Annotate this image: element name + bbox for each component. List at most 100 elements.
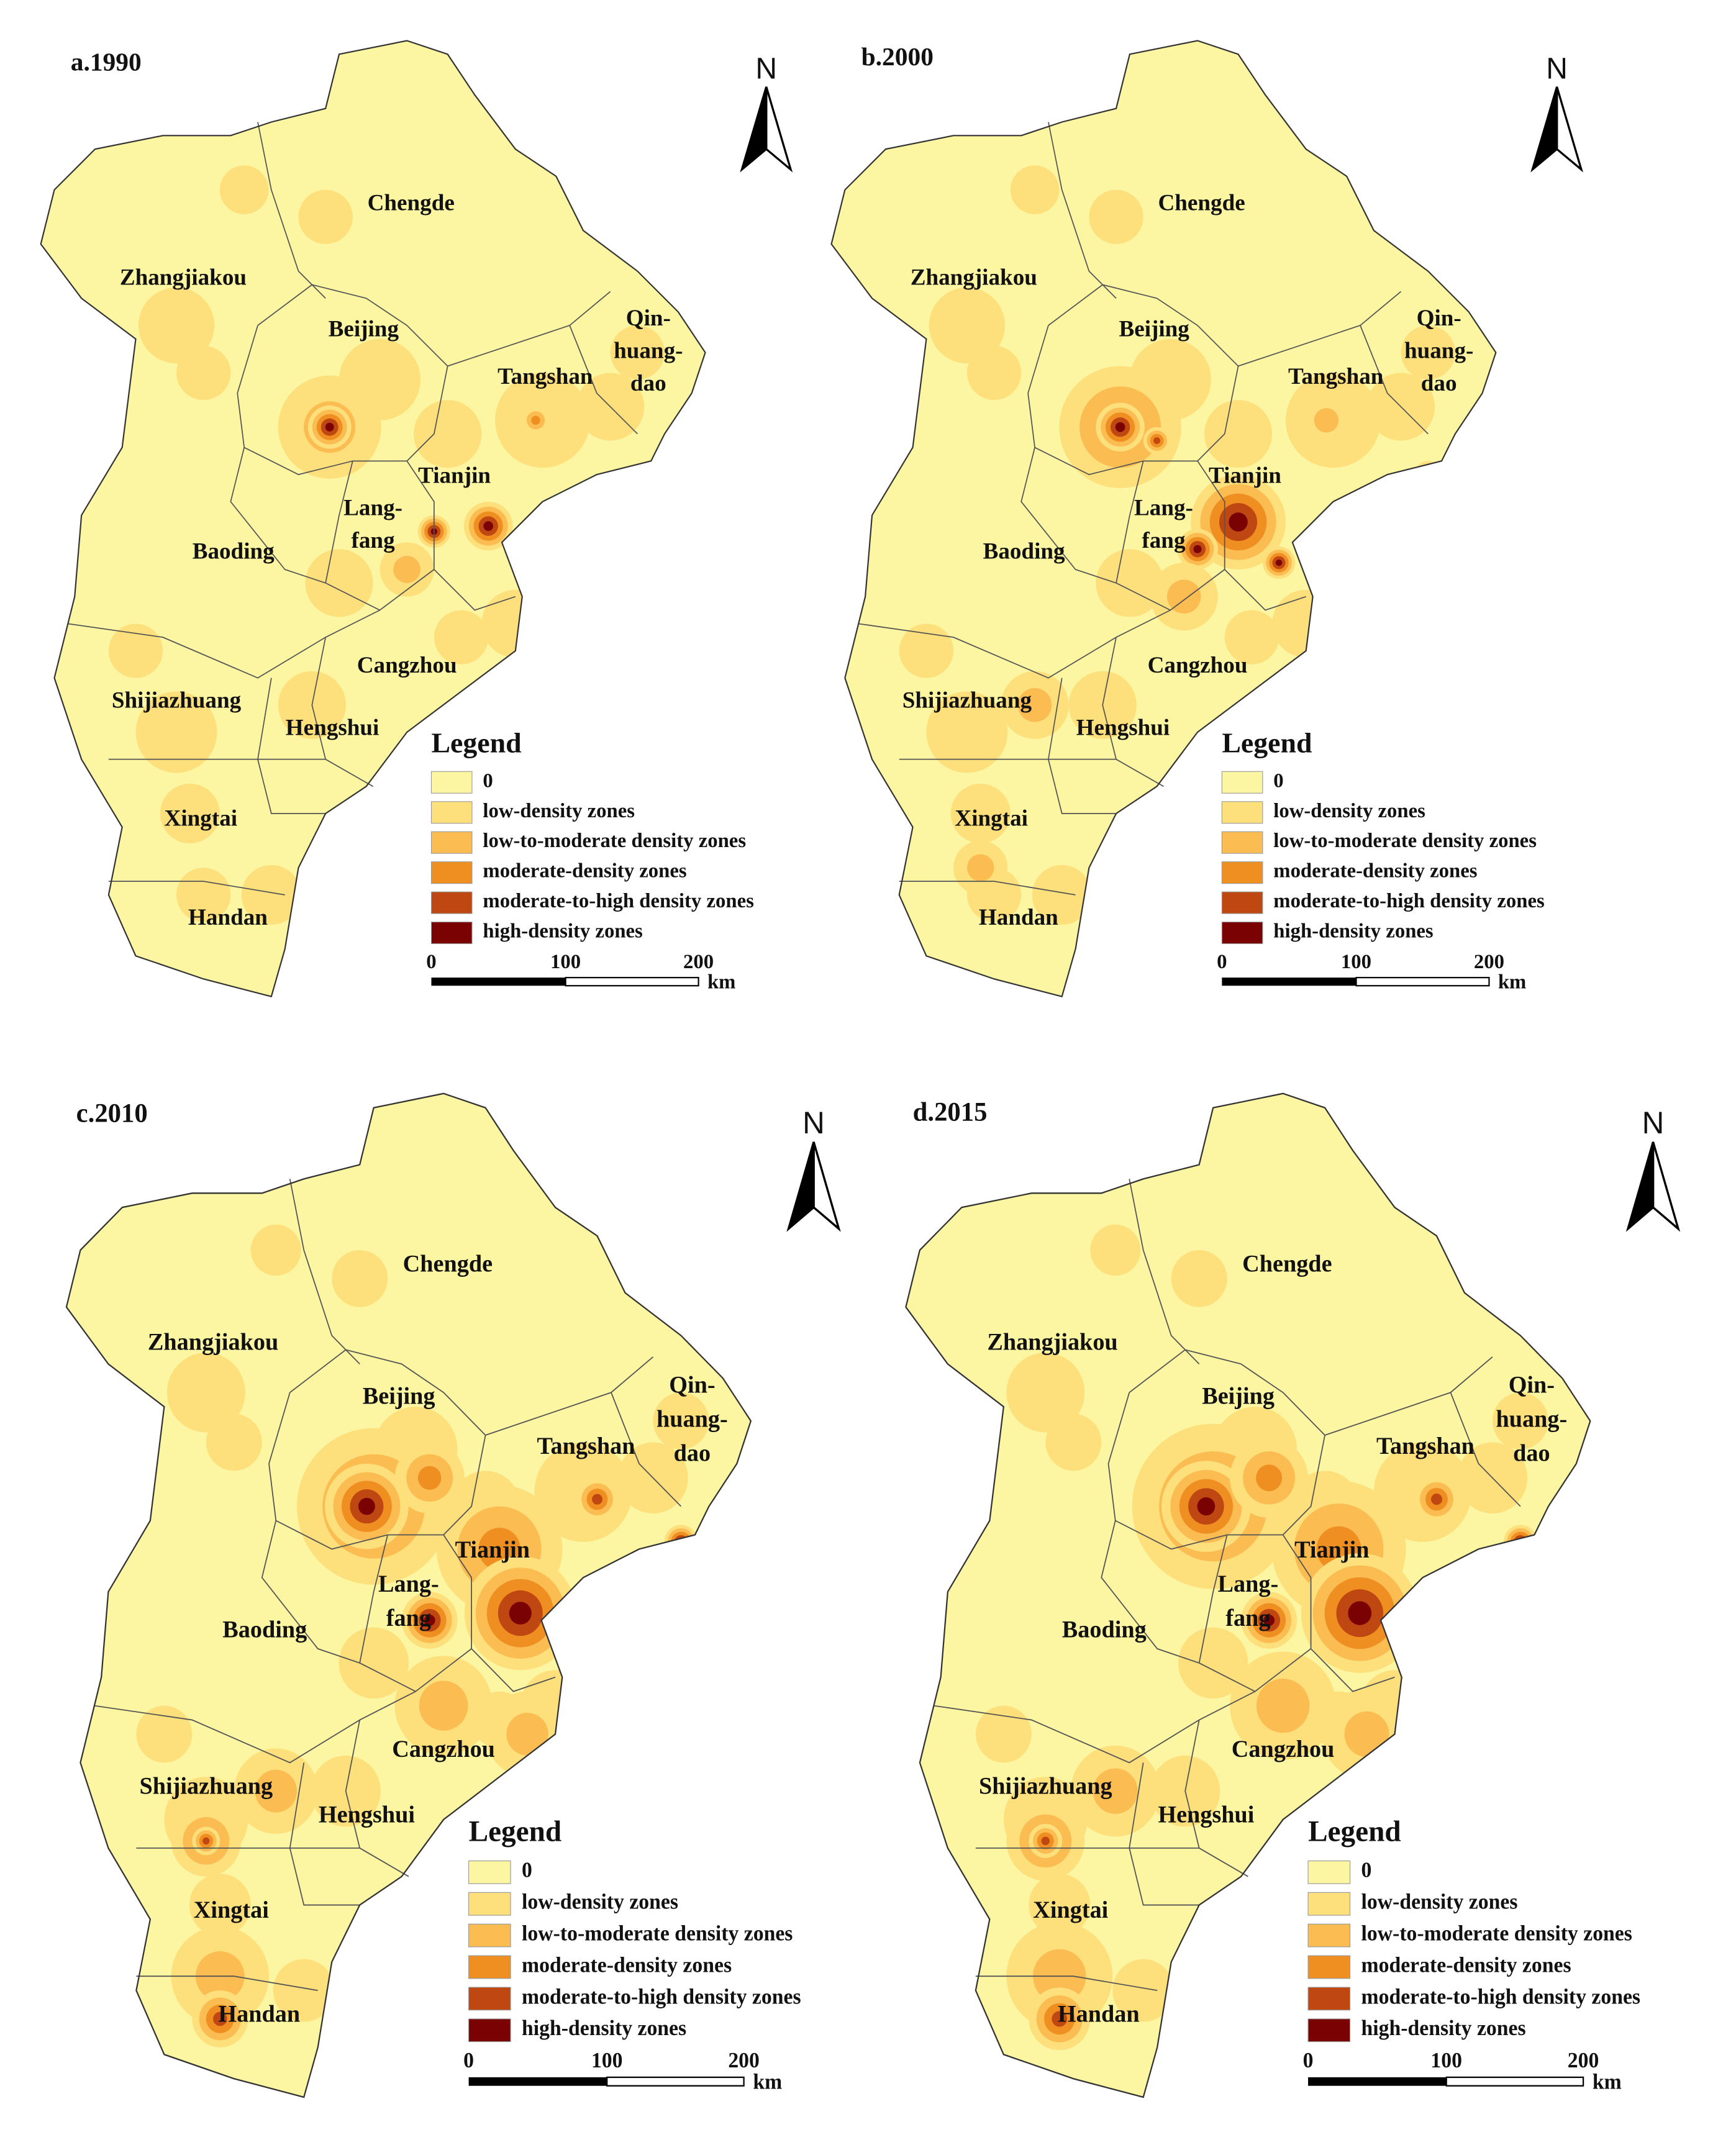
city-label: Shijiazhuang	[140, 1773, 273, 1799]
density-zone	[1392, 1759, 1453, 1823]
district-border	[311, 637, 374, 787]
city-label: Cangzhou	[1232, 1736, 1335, 1762]
city-label: Hengshui	[319, 1802, 415, 1828]
density-zone	[206, 1413, 262, 1471]
legend-label: low-to-moderate density zones	[1273, 830, 1537, 852]
city-label: Chengde	[1158, 190, 1245, 215]
density-zone	[339, 1627, 409, 1699]
legend-label: 0	[522, 1859, 532, 1882]
map-panel: Chengde Zhangjiakou Beijing Qin-huang-dao Ta…	[830, 40, 1584, 998]
density-zone	[393, 556, 421, 583]
density-zone	[1256, 1464, 1283, 1492]
city-label: Tangshan	[537, 1433, 635, 1459]
district-border	[257, 678, 326, 814]
density-zone	[1256, 1679, 1310, 1733]
city-label: Baoding	[193, 539, 275, 565]
density-zone	[1443, 1584, 1486, 1628]
city-label: fang	[386, 1605, 431, 1631]
district-border	[569, 325, 638, 435]
city-label: Hengshui	[1076, 715, 1170, 740]
density-zone	[255, 1769, 297, 1813]
map-panel: Chengde Zhangjiakou Beijing Qin-huang-dao Ta…	[905, 1092, 1681, 2098]
density-zone	[1360, 495, 1387, 522]
density-zone	[332, 1250, 388, 1307]
density-zone	[1153, 437, 1161, 445]
city-label: Shijiazhuang	[979, 1773, 1112, 1799]
scale-label: 200	[1474, 951, 1504, 973]
density-zone	[1263, 1614, 1275, 1626]
legend-label: low-to-moderate density zones	[483, 830, 746, 852]
district-border	[1020, 447, 1117, 584]
district-border	[1129, 1762, 1199, 1906]
density-zone	[417, 1466, 442, 1490]
city-label: Beijing	[1119, 316, 1189, 342]
density-zone	[1006, 1353, 1085, 1433]
density-zone	[1367, 502, 1381, 515]
city-label: Chengde	[403, 1251, 493, 1277]
legend-swatch	[468, 2018, 511, 2043]
legend-swatch	[1221, 771, 1263, 794]
density-zone	[305, 549, 373, 617]
scale-unit: km	[1498, 971, 1526, 994]
district-border	[1238, 291, 1402, 367]
district-border	[1102, 637, 1164, 787]
district-border	[1324, 1356, 1493, 1436]
scale-bar-black	[1308, 2077, 1447, 2086]
density-zone	[1370, 505, 1378, 512]
region-border	[905, 1092, 1591, 2098]
scale-label: 0	[463, 2049, 474, 2072]
scale-unit: km	[753, 2070, 782, 2093]
district-border	[858, 609, 1171, 679]
city-label: Baoding	[983, 539, 1065, 565]
district-border	[1027, 284, 1239, 476]
legend-swatch	[1221, 861, 1263, 884]
scale-bar-white	[565, 977, 699, 987]
district-border	[1360, 325, 1429, 435]
city-label: Cangzhou	[392, 1736, 495, 1762]
density-zone	[1364, 499, 1384, 519]
city-label: Baoding	[1062, 1617, 1147, 1643]
region-border	[830, 40, 1497, 998]
city-label: Zhangjiakou	[987, 1329, 1117, 1355]
density-zone	[1017, 688, 1052, 722]
scale-bar-white	[1355, 977, 1490, 987]
scale-label: 100	[1430, 2049, 1462, 2072]
north-arrow-left	[1530, 86, 1558, 173]
city-label: Qin-	[1417, 306, 1461, 331]
density-zone	[419, 1680, 468, 1731]
density-zone	[358, 1497, 375, 1515]
density-zone	[166, 1353, 245, 1433]
density-zone	[138, 287, 215, 364]
density-zone	[1447, 1589, 1481, 1623]
district-border	[268, 1349, 486, 1550]
panel-title: c.2010	[76, 1099, 148, 1128]
density-zone	[189, 1874, 251, 1936]
legend-label: 0	[1273, 769, 1283, 792]
city-label: Xingtai	[194, 1897, 269, 1923]
city-label: Chengde	[368, 190, 455, 215]
district-border	[237, 284, 448, 476]
legend-swatch	[1221, 801, 1263, 824]
density-zone	[653, 1392, 709, 1449]
density-zone	[899, 624, 954, 678]
north-arrow-right	[1555, 86, 1584, 173]
legend-label: moderate-density zones	[1273, 860, 1477, 882]
city-label: Handan	[1058, 2001, 1140, 2027]
density-zone	[1171, 1250, 1227, 1307]
city-label: fang	[352, 528, 396, 553]
city-label: Hengshui	[286, 715, 379, 740]
city-label: huang-	[614, 338, 683, 363]
city-label: Tianjin	[1209, 463, 1281, 488]
density-zone	[950, 783, 1011, 844]
density-zone	[1112, 1959, 1175, 2022]
legend-swatch	[1307, 2018, 1351, 2043]
city-label: Lang-	[378, 1571, 439, 1597]
scale-bar-black	[468, 2077, 607, 2086]
city-label: huang-	[657, 1406, 728, 1432]
density-zone	[1090, 1224, 1141, 1276]
legend-title: Legend	[431, 727, 521, 759]
city-label: dao	[1513, 1440, 1550, 1466]
north-arrow-right	[812, 1141, 841, 1232]
density-zone	[592, 1494, 602, 1505]
